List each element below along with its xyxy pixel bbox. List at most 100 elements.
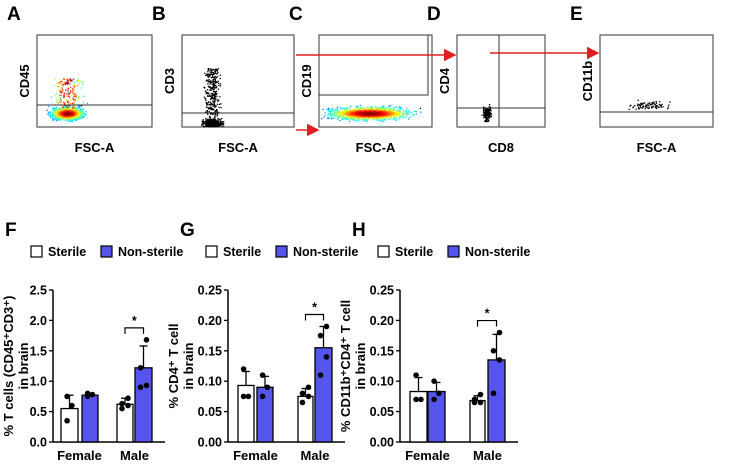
bar-sterile-male — [297, 395, 314, 443]
data-point — [323, 354, 330, 360]
y-tick-label: 2.5 — [30, 284, 47, 298]
x-tick-label: Female — [405, 448, 450, 463]
data-point — [299, 399, 306, 406]
bar-chart-g: G Sterile Non-sterile 0.00 0.05 0.10 0.15 0.20 0… — [166, 220, 358, 463]
y-axis-label: in brain — [181, 342, 196, 389]
y-tick-label: 0.10 — [198, 375, 222, 389]
bar-non-sterile-female — [427, 390, 446, 443]
panel-letter: C — [289, 4, 303, 25]
x-axis-label: FSC-A — [75, 140, 115, 155]
data-point — [259, 372, 266, 378]
data-point — [119, 400, 125, 407]
bar-non-sterile-female — [81, 394, 99, 443]
x-axis-label: FSC-A — [637, 140, 677, 155]
legend-label: Sterile — [48, 245, 86, 259]
x-tick-label: Male — [120, 448, 149, 463]
bar-sterile-female — [60, 407, 79, 443]
y-tick-label: 0.5 — [30, 405, 47, 419]
legend-label: Sterile — [223, 245, 261, 259]
legend-label: Non-sterile — [465, 245, 530, 259]
y-axis-label: % CD11b⁺CD4⁺ T cell — [338, 300, 353, 432]
y-tick-label: 0.25 — [370, 284, 394, 298]
data-point — [143, 337, 150, 343]
significance-bracket — [124, 327, 145, 334]
y-tick-label: 0.00 — [198, 436, 222, 450]
events — [46, 78, 89, 123]
y-tick-label: 1.0 — [30, 375, 47, 389]
bar-chart-f: F Sterile Non-sterile 0.0 0.5 1.0 1.5 2.0 2.5 % T… — [1, 220, 183, 463]
legend-swatch-nonsterile — [275, 245, 288, 258]
plot-frame — [599, 34, 714, 128]
y-axis-label: CD19 — [299, 64, 314, 97]
data-point — [305, 393, 312, 400]
y-tick-label: 0.25 — [198, 284, 222, 298]
legend-swatch-sterile — [377, 245, 390, 258]
x-tick-label: Male — [473, 448, 502, 463]
y-tick-label: 1.5 — [30, 344, 47, 358]
data-point — [305, 384, 312, 391]
data-point — [240, 393, 247, 400]
data-point — [431, 396, 437, 403]
y-axis-label: CD4 — [437, 67, 452, 94]
flow-panel-e: E CD11b FSC-A — [570, 4, 714, 155]
data-point — [84, 390, 91, 397]
panel-letter: H — [352, 220, 366, 241]
y-axis-label: % T cells (CD45⁺CD3⁺) — [1, 296, 16, 437]
data-point — [317, 372, 324, 378]
data-point — [413, 372, 419, 378]
data-point — [413, 396, 419, 403]
bar-non-sterile-male — [314, 347, 333, 443]
significance-star: * — [485, 307, 490, 321]
y-axis-label: CD3 — [162, 68, 177, 94]
flow-panel-b: B CD3 FSC-A — [152, 4, 295, 155]
data-point — [418, 396, 424, 403]
data-point — [490, 390, 497, 397]
data-point — [496, 357, 503, 363]
plot-frame — [36, 34, 153, 128]
data-point — [137, 365, 144, 371]
data-point — [259, 393, 266, 400]
x-tick-label: Female — [57, 448, 102, 463]
y-tick-label: 0.05 — [370, 405, 394, 419]
data-point — [119, 405, 125, 412]
gate-box — [318, 34, 429, 96]
significance-bracket — [476, 319, 498, 327]
data-point — [431, 378, 437, 385]
data-point — [69, 402, 75, 409]
significance-star: * — [312, 300, 317, 314]
y-tick-label: 0.20 — [198, 314, 222, 328]
data-point — [264, 384, 271, 391]
data-point — [137, 384, 144, 391]
y-tick-label: 0.00 — [370, 436, 394, 450]
y-tick-label: 0.0 — [30, 436, 47, 450]
bar-sterile-male — [116, 403, 134, 443]
panel-letter: E — [570, 4, 583, 25]
data-point — [471, 396, 478, 403]
data-point — [125, 402, 131, 409]
plot-frame — [456, 34, 546, 128]
events — [481, 103, 493, 123]
bar-non-sterile-male — [134, 367, 153, 443]
significance-star: * — [132, 314, 137, 328]
significance-bracket — [304, 313, 325, 321]
y-axis-label: CD45 — [17, 64, 32, 97]
x-axis-label: FSC-A — [356, 140, 396, 155]
y-tick-label: 0.15 — [370, 344, 394, 358]
data-point — [299, 390, 306, 397]
flow-panel-a: A CD45 FSC-A — [7, 4, 153, 155]
y-axis-label: CD11b — [580, 61, 595, 102]
data-point — [64, 393, 70, 400]
bar-sterile-female — [237, 384, 255, 443]
y-tick-label: 0.20 — [370, 314, 394, 328]
data-point — [317, 332, 324, 339]
legend-swatch-sterile — [30, 245, 43, 258]
legend-label: Sterile — [395, 245, 433, 259]
bar-sterile-female — [409, 390, 428, 443]
bar-non-sterile-male — [487, 359, 506, 443]
data-point — [477, 391, 484, 398]
flow-panel-c: C CD19 FSC-A — [289, 4, 433, 155]
data-point — [245, 393, 252, 400]
data-point — [240, 366, 247, 372]
